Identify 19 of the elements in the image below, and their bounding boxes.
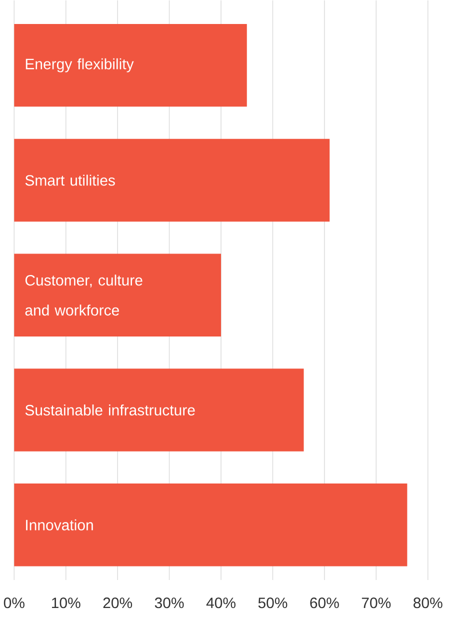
bar: [14, 368, 304, 452]
y-tick-label: Energy flexibility: [26, 58, 134, 72]
y-tick-label: Customer, culture and workforce: [25, 274, 142, 316]
x-tick-label: 40%: [206, 598, 236, 608]
y-tick-label: Smart utilities: [25, 174, 115, 186]
x-tick-label: 80%: [414, 598, 442, 608]
y-tick-label: Innovation: [26, 519, 93, 530]
y-tick-label: Sustainable infrastructure: [25, 404, 195, 416]
x-tick-label: 70%: [362, 598, 391, 608]
x-tick-label: 30%: [154, 598, 184, 608]
bar: [14, 254, 222, 336]
x-tick-label: 10%: [52, 598, 80, 608]
x-tick-label: 50%: [258, 598, 288, 608]
x-tick-label: 60%: [310, 598, 339, 608]
x-tick-label: 20%: [103, 598, 132, 608]
bar: [14, 24, 247, 107]
bar: [14, 138, 330, 222]
x-tick-label: 0%: [4, 598, 25, 608]
bar: [14, 484, 408, 566]
